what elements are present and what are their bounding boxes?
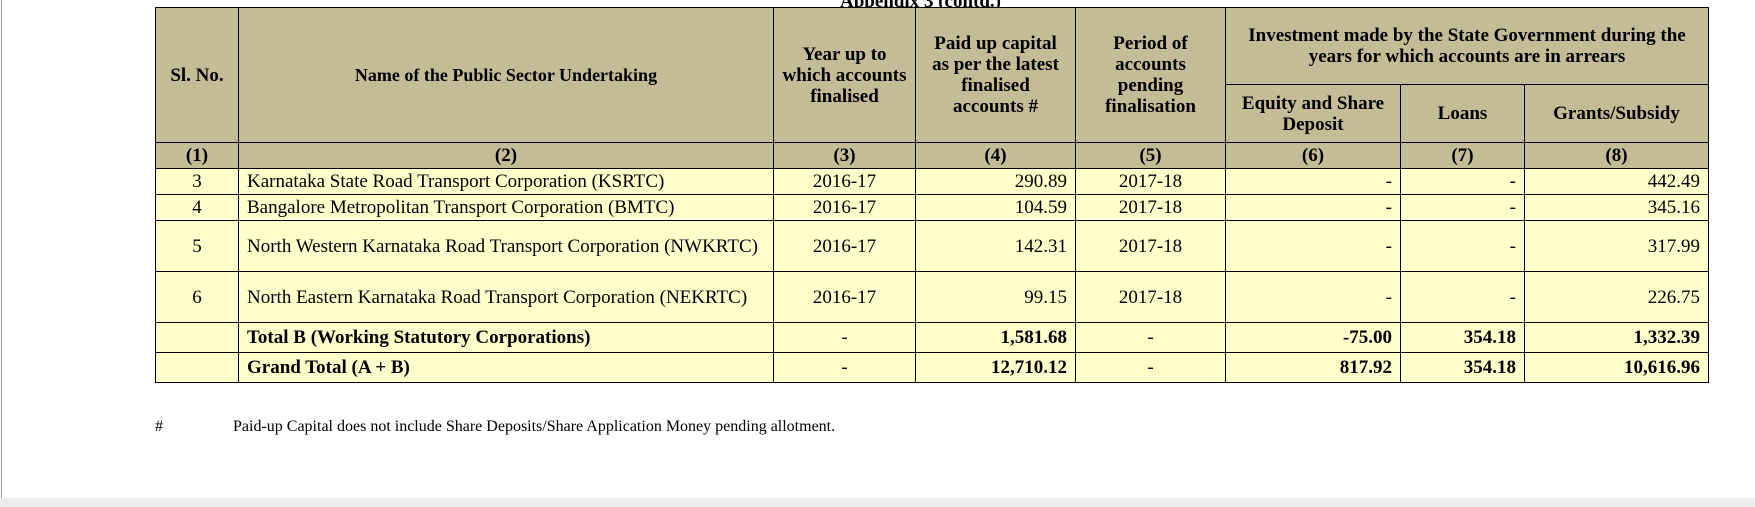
page-edge-rule	[1, 0, 2, 507]
cell-capital: 99.15	[915, 271, 1076, 323]
footnote-mark: #	[155, 418, 163, 435]
cell-period: 2017-18	[1075, 220, 1226, 272]
cell-grants: 345.16	[1524, 194, 1709, 221]
cell-grants: 226.75	[1524, 271, 1709, 323]
header-psu-name: Name of the Public Sector Undertaking	[238, 7, 774, 143]
header-grants: Grants/Subsidy	[1524, 84, 1709, 143]
total-b-row: Total B (Working Statutory Corporations)…	[155, 322, 1709, 353]
cell-sl-no	[155, 352, 239, 383]
column-number: (7)	[1400, 142, 1525, 169]
psu-table: Sl. No. Name of the Public Sector Undert…	[155, 7, 1709, 383]
column-number: (3)	[773, 142, 916, 169]
cell-year: -	[773, 322, 916, 353]
cell-capital: 290.89	[915, 168, 1076, 195]
header-row-1: Sl. No. Name of the Public Sector Undert…	[155, 7, 1709, 143]
cell-capital: 1,581.68	[915, 322, 1076, 353]
header-period-pending: Period of accounts pending finalisation	[1075, 7, 1226, 143]
grand-total-label: Grand Total (A + B)	[238, 352, 774, 383]
cell-year: 2016-17	[773, 168, 916, 195]
cell-psu-name: Karnataka State Road Transport Corporati…	[238, 168, 774, 195]
cell-loans: -	[1400, 168, 1525, 195]
cell-period: 2017-18	[1075, 168, 1226, 195]
cell-loans: -	[1400, 271, 1525, 323]
column-number: (6)	[1225, 142, 1401, 169]
column-number-row: (1) (2) (3) (4) (5) (6) (7) (8)	[155, 142, 1709, 169]
header-investment-group: Investment made by the State Government …	[1225, 7, 1709, 85]
cell-psu-name: North Eastern Karnataka Road Transport C…	[238, 271, 774, 323]
table-row: 5 North Western Karnataka Road Transport…	[155, 220, 1709, 272]
footnote-text: Paid-up Capital does not include Share D…	[233, 418, 836, 435]
cell-equity: 817.92	[1225, 352, 1401, 383]
cell-equity: -	[1225, 271, 1401, 323]
table-row: 4 Bangalore Metropolitan Transport Corpo…	[155, 194, 1709, 221]
cell-loans: 354.18	[1400, 322, 1525, 353]
page-bottom-band	[0, 498, 1755, 507]
table-row: 3 Karnataka State Road Transport Corpora…	[155, 168, 1709, 195]
cell-sl-no: 6	[155, 271, 239, 323]
cell-period: 2017-18	[1075, 194, 1226, 221]
cell-period: -	[1075, 352, 1226, 383]
column-number: (4)	[915, 142, 1076, 169]
cell-psu-name: North Western Karnataka Road Transport C…	[238, 220, 774, 272]
header-equity: Equity and Share Deposit	[1225, 84, 1401, 143]
header-sl-no: Sl. No.	[155, 7, 239, 143]
column-number: (2)	[238, 142, 774, 169]
cell-capital: 12,710.12	[915, 352, 1076, 383]
cell-sl-no: 5	[155, 220, 239, 272]
column-number: (5)	[1075, 142, 1226, 169]
cell-capital: 142.31	[915, 220, 1076, 272]
cell-equity: -	[1225, 194, 1401, 221]
cell-period: -	[1075, 322, 1226, 353]
header-row-2: Equity and Share Deposit Loans Grants/Su…	[156, 84, 1709, 143]
header-year-finalised: Year up to which accounts finalised	[773, 7, 916, 143]
cell-equity: -	[1225, 168, 1401, 195]
cell-year: -	[773, 352, 916, 383]
grand-total-row: Grand Total (A + B) - 12,710.12 - 817.92…	[155, 352, 1709, 383]
cell-loans: -	[1400, 220, 1525, 272]
cell-grants: 442.49	[1524, 168, 1709, 195]
cell-year: 2016-17	[773, 194, 916, 221]
cell-grants: 10,616.96	[1524, 352, 1709, 383]
header-loans: Loans	[1400, 84, 1525, 143]
cell-period: 2017-18	[1075, 271, 1226, 323]
cell-sl-no	[155, 322, 239, 353]
cell-sl-no: 3	[155, 168, 239, 195]
cell-sl-no: 4	[155, 194, 239, 221]
cell-year: 2016-17	[773, 220, 916, 272]
cell-grants: 1,332.39	[1524, 322, 1709, 353]
header-paid-up-capital: Paid up capital as per the latest finali…	[915, 7, 1076, 143]
cell-grants: 317.99	[1524, 220, 1709, 272]
cell-year: 2016-17	[773, 271, 916, 323]
cell-loans: 354.18	[1400, 352, 1525, 383]
table-row: 6 North Eastern Karnataka Road Transport…	[155, 271, 1709, 323]
cell-loans: -	[1400, 194, 1525, 221]
cell-equity: -75.00	[1225, 322, 1401, 353]
cell-capital: 104.59	[915, 194, 1076, 221]
total-b-label: Total B (Working Statutory Corporations)	[238, 322, 774, 353]
column-number: (1)	[155, 142, 239, 169]
cell-psu-name: Bangalore Metropolitan Transport Corpora…	[238, 194, 774, 221]
column-number: (8)	[1524, 142, 1709, 169]
cell-equity: -	[1225, 220, 1401, 272]
